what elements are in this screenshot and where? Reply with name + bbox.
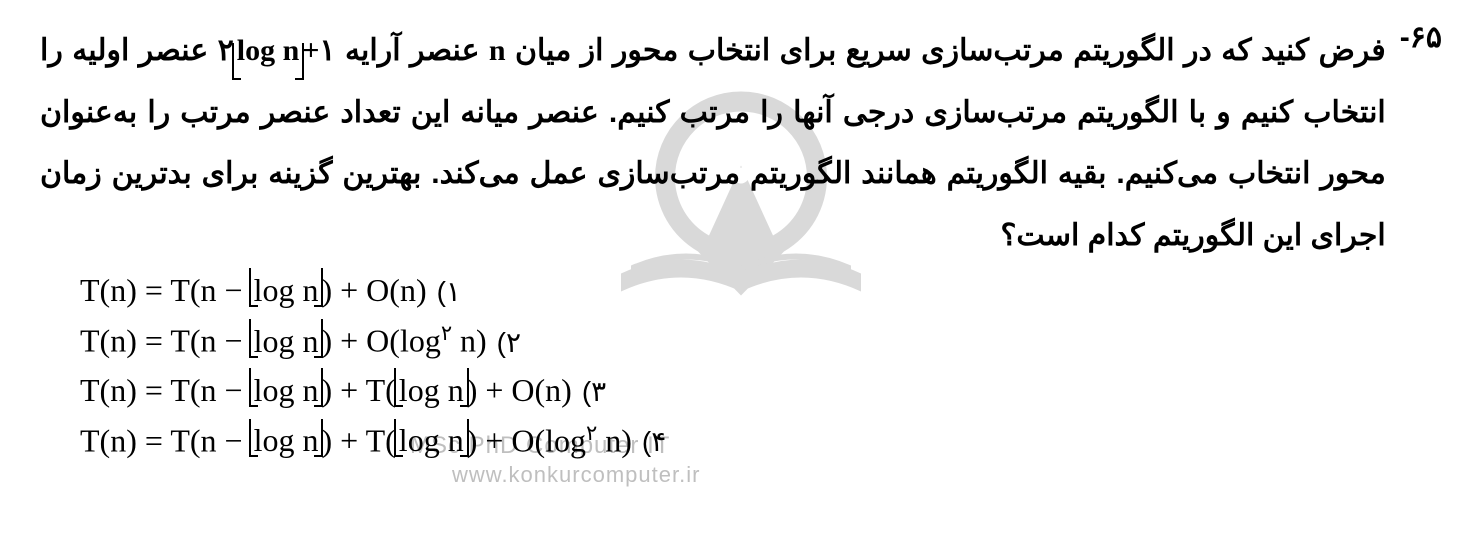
option-1: ۱) T(n) = T(n − log n) + O(n): [80, 272, 461, 309]
question-row: ۶۵- فرض کنید که در الگوریتم مرتب‌سازی سر…: [40, 20, 1442, 266]
option-3-eq: T(n) = T(n − log n) + T(log n) + O(n): [80, 372, 572, 409]
content: ۶۵- فرض کنید که در الگوریتم مرتب‌سازی سر…: [40, 20, 1442, 459]
page: MSc PhD Computer IT www.konkurcomputer.i…: [0, 0, 1482, 542]
option-2: ۲) T(n) = T(n − log n) + O(log۲ n): [80, 321, 521, 360]
option-3: ۳) T(n) = T(n − log n) + T(log n) + O(n): [80, 372, 606, 409]
option-1-num: ۱): [437, 275, 461, 308]
qtext-expr-post: +۱: [302, 34, 335, 67]
qtext-p1: فرض کنید که در الگوریتم مرتب‌سازی سریع ب…: [506, 34, 1386, 67]
qtext-expr-floor: log n: [234, 20, 303, 82]
options-list: ۱) T(n) = T(n − log n) + O(n) ۲) T(n) = …: [40, 272, 1442, 459]
qtext-p2: عنصر آرایه: [336, 34, 489, 67]
option-3-num: ۳): [582, 375, 606, 408]
option-2-eq: T(n) = T(n − log n) + O(log۲ n): [80, 321, 487, 360]
question-number: ۶۵-: [1400, 20, 1442, 55]
watermark-text-2: www.konkurcomputer.ir: [452, 462, 700, 488]
qtext-n: n: [489, 20, 506, 82]
option-4-eq: T(n) = T(n − log n) + T(log n) + O(log۲ …: [80, 421, 632, 460]
option-4-num: ۴): [642, 425, 666, 458]
qtext-expr: ۲log n+۱: [218, 20, 336, 82]
question-text: فرض کنید که در الگوریتم مرتب‌سازی سریع ب…: [40, 20, 1386, 266]
option-2-num: ۲): [497, 326, 521, 359]
option-4: ۴) T(n) = T(n − log n) + T(log n) + O(lo…: [80, 421, 666, 460]
option-1-eq: T(n) = T(n − log n) + O(n): [80, 272, 427, 309]
